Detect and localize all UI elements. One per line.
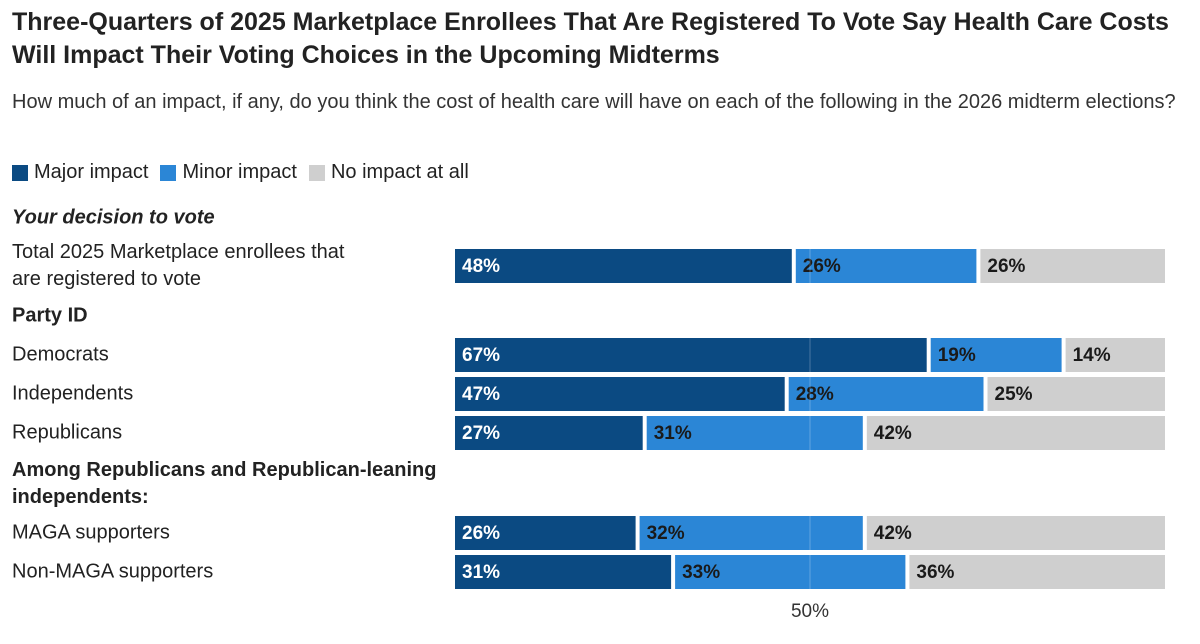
value-label-total-2025-marketplace-enrollees-that-are-registered-to-vote-minor: 26% [803, 256, 841, 277]
row-label-total-2025-marketplace-enrollees-that-are-registered-to-vote: Total 2025 Marketplace enrollees that are… [12, 241, 345, 290]
bar-segment-non-maga-supporters-major [455, 555, 672, 589]
value-label-maga-supporters-none: 42% [874, 523, 912, 544]
chart-title: Three-Quarters of 2025 Marketplace Enrol… [12, 8, 1169, 69]
value-label-democrats-minor: 19% [938, 345, 976, 366]
value-label-independents-minor: 28% [796, 384, 834, 405]
legend-swatch-minor [160, 164, 177, 181]
legend-item-major: Major impact [12, 161, 148, 184]
bar-segment-maga-supporters-major [455, 516, 636, 550]
section-label-party-id: Party ID [12, 304, 88, 326]
bar-segment-total-2025-marketplace-enrollees-that-are-registered-to-vote-major [455, 249, 792, 283]
value-label-non-maga-supporters-none: 36% [916, 562, 954, 583]
value-label-independents-major: 47% [462, 384, 500, 405]
legend: Major impact Minor impact No impact at a… [12, 161, 481, 184]
value-label-non-maga-supporters-minor: 33% [682, 562, 720, 583]
value-label-republicans-none: 42% [874, 423, 912, 444]
row-label-republicans: Republicans [12, 421, 122, 443]
bar-segment-democrats-minor [930, 338, 1062, 372]
bar-segment-democrats-none [1065, 338, 1165, 372]
bar-segment-maga-supporters-none [866, 516, 1165, 550]
legend-swatch-none [308, 164, 325, 181]
value-label-total-2025-marketplace-enrollees-that-are-registered-to-vote-none: 26% [987, 256, 1025, 277]
value-label-non-maga-supporters-major: 31% [462, 562, 500, 583]
legend-label-minor: Minor impact [182, 161, 297, 183]
section-label-your-decision-to-vote: Your decision to vote [12, 206, 215, 228]
bar-segment-total-2025-marketplace-enrollees-that-are-registered-to-vote-none [980, 249, 1165, 283]
bar-segment-republicans-none [866, 416, 1165, 450]
value-label-democrats-none: 14% [1073, 345, 1111, 366]
bar-segment-democrats-major [455, 338, 927, 372]
row-label-non-maga-supporters: Non-MAGA supporters [12, 560, 213, 582]
value-label-republicans-major: 27% [462, 423, 500, 444]
value-label-republicans-minor: 31% [654, 423, 692, 444]
value-label-total-2025-marketplace-enrollees-that-are-registered-to-vote-major: 48% [462, 256, 500, 277]
bar-segment-total-2025-marketplace-enrollees-that-are-registered-to-vote-minor [795, 249, 977, 283]
chart-subtitle: How much of an impact, if any, do you th… [12, 91, 1176, 113]
row-label-democrats: Democrats [12, 343, 109, 365]
bar-segment-maga-supporters-minor [639, 516, 863, 550]
section-label-among-republicans-and-republican-leaning-independents: Among Republicans and Republican-leaning… [12, 459, 436, 508]
bar-segment-republicans-major [455, 416, 643, 450]
axis-tick-label-50: 50% [791, 601, 829, 622]
value-label-maga-supporters-minor: 32% [647, 523, 685, 544]
bar-segment-independents-minor [788, 377, 984, 411]
legend-label-none: No impact at all [330, 161, 469, 183]
bar-segment-republicans-minor [646, 416, 863, 450]
value-label-independents-none: 25% [995, 384, 1033, 405]
row-label-independents: Independents [12, 382, 133, 404]
bar-segment-independents-major [455, 377, 785, 411]
legend-item-none: No impact at all [308, 161, 469, 184]
legend-swatch-major [12, 164, 28, 181]
legend-item-minor: Minor impact [160, 161, 297, 184]
legend-label-major: Major impact [34, 161, 149, 183]
value-label-maga-supporters-major: 26% [462, 523, 500, 544]
value-label-democrats-major: 67% [462, 345, 500, 366]
row-label-maga-supporters: MAGA supporters [12, 521, 170, 543]
bar-segment-non-maga-supporters-none [909, 555, 1165, 589]
bar-segment-independents-none [987, 377, 1165, 411]
bar-segment-non-maga-supporters-minor [675, 555, 906, 589]
